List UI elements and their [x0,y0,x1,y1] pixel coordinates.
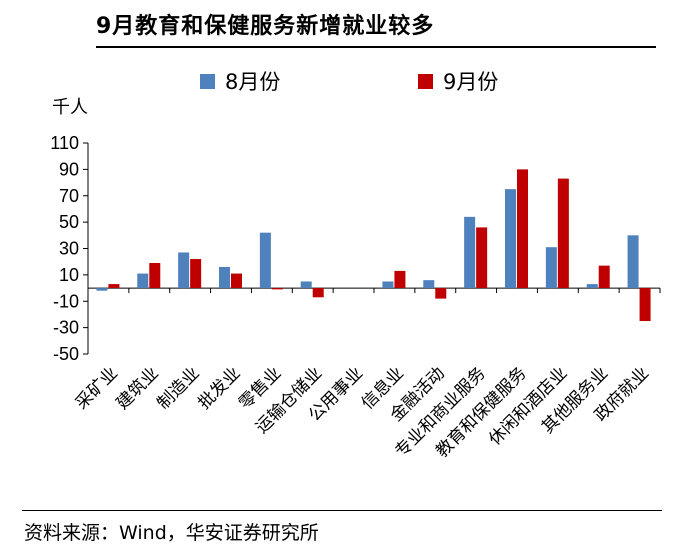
y-tick-label: -30 [53,318,79,338]
bar-sep [517,169,528,289]
bar-aug [300,281,312,289]
y-tick-label: -50 [53,344,79,364]
y-tick-label: 10 [59,265,79,285]
x-category-label: 批发业 [194,363,244,413]
source-divider [22,510,662,511]
bar-sep [639,288,651,322]
y-tick-label: 50 [59,212,79,232]
y-unit-label: 千人 [52,97,88,118]
bar-sep [598,265,610,289]
bar-sep [108,284,120,289]
bar-sep [435,288,447,299]
title-underline [96,46,656,48]
bar-sep [476,227,488,289]
bar-aug [423,280,435,289]
legend: 8月份 9月份 [0,66,679,94]
bar-sep [271,288,283,290]
y-tick-label: -10 [53,291,79,311]
legend-item-sep: 9月份 [418,66,498,96]
bar-sep [312,288,324,298]
x-category-label: 采矿业 [72,363,122,413]
bar-aug [464,216,476,289]
legend-swatch-aug [200,73,215,89]
legend-label-aug: 8月份 [225,70,281,94]
bar-aug [259,232,271,289]
bar-aug [219,266,230,289]
bar-aug [382,281,394,289]
y-tick-label: 110 [50,133,79,153]
bar-sep [557,178,569,289]
legend-label-sep: 9月份 [443,70,499,94]
bar-aug [586,284,598,289]
x-category-label: 制造业 [153,363,203,413]
bar-chart: 千人1109070503010-10-30-50采矿业建筑业制造业批发业零售业运… [50,97,661,462]
legend-swatch-sep [418,73,433,89]
bar-aug [545,247,557,289]
bar-sep [394,270,406,289]
bar-sep [231,273,242,289]
chart-title: 9月教育和保健服务新增就业较多 [96,14,435,39]
y-tick-label: 90 [59,159,79,179]
bar-aug [505,189,516,289]
legend-item-aug: 8月份 [200,66,280,96]
bar-aug [137,273,149,289]
bar-sep [149,263,161,289]
bar-sep [190,259,202,289]
x-category-label: 建筑业 [113,363,163,413]
source-note: 资料来源：Wind，华安证券研究所 [24,522,319,544]
bar-aug [627,235,639,289]
y-tick-label: 30 [59,239,79,259]
bar-aug [96,288,108,291]
y-tick-label: 70 [59,186,79,206]
bar-aug [178,252,190,289]
